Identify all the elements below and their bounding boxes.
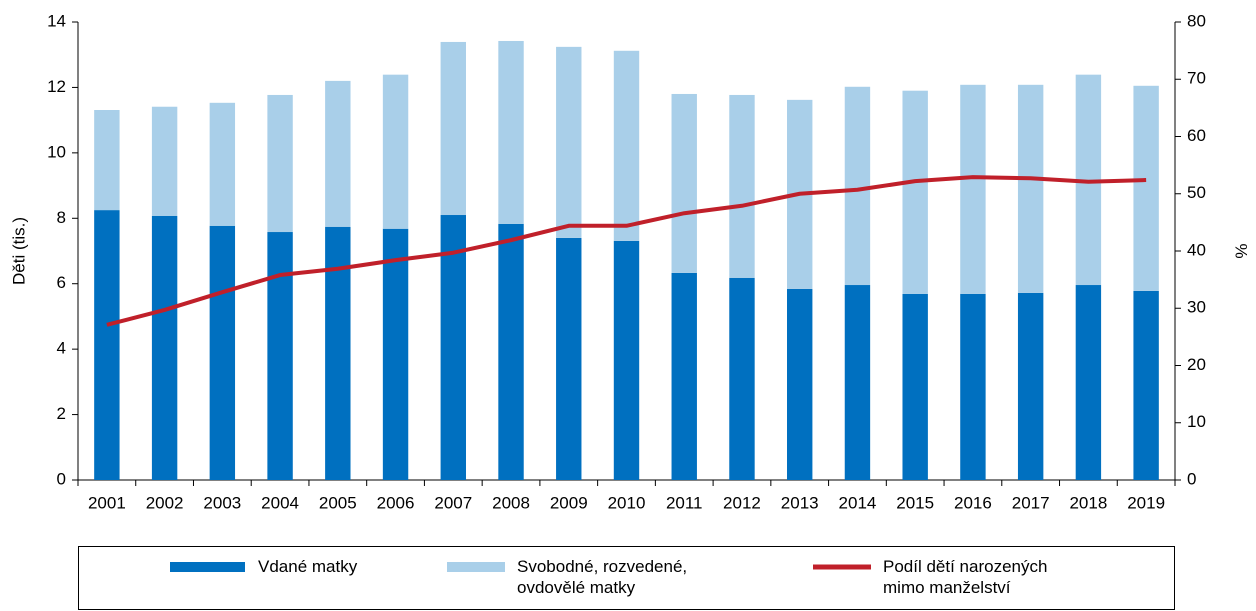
bar	[1017, 292, 1044, 480]
bar	[151, 215, 178, 480]
bar	[960, 293, 986, 480]
x-tick-label: 2004	[261, 493, 299, 512]
y-tick-label: 6	[57, 273, 66, 292]
bar	[209, 225, 236, 480]
y2-tick-label: 40	[1187, 240, 1206, 259]
bar	[1133, 290, 1159, 480]
legend-box	[78, 546, 1175, 610]
legend-label: Podíl dětí narozených mimo manželství	[883, 557, 1048, 597]
bar	[440, 215, 466, 480]
bar	[267, 94, 293, 233]
bar	[671, 93, 697, 273]
bar	[613, 50, 640, 241]
y2-tick-label: 0	[1187, 469, 1196, 488]
bar	[267, 232, 293, 480]
y-tick-label: 12	[47, 77, 66, 96]
y-tick-label: 8	[57, 208, 66, 227]
y-tick-label: 0	[57, 469, 66, 488]
x-tick-label: 2013	[781, 493, 819, 512]
legend-label: Vdané matky	[258, 557, 358, 576]
x-tick-label: 2014	[839, 493, 877, 512]
bar	[325, 226, 351, 480]
bar	[556, 46, 582, 238]
bar	[325, 80, 351, 227]
y2-tick-label: 50	[1187, 183, 1206, 202]
y-tick-label: 4	[57, 339, 66, 358]
y2-tick-label: 30	[1187, 298, 1206, 317]
bar	[94, 210, 120, 480]
x-tick-label: 2008	[492, 493, 530, 512]
bar	[1075, 285, 1102, 480]
legend-swatch	[447, 562, 505, 572]
bar	[671, 272, 697, 480]
bar	[151, 106, 178, 216]
x-tick-label: 2017	[1012, 493, 1050, 512]
legend-label: Svobodné, rozvedené, ovdovělé matky	[517, 557, 688, 597]
y2-tick-label: 60	[1187, 126, 1206, 145]
y2-tick-label: 10	[1187, 412, 1206, 431]
bar	[382, 74, 409, 229]
bar	[94, 110, 120, 211]
bar	[498, 223, 524, 480]
bar	[844, 285, 871, 480]
bar	[902, 90, 928, 294]
bar	[960, 84, 986, 294]
bar	[556, 237, 582, 480]
bar	[1017, 84, 1044, 293]
bar	[382, 228, 409, 480]
y-tick-label: 10	[47, 142, 66, 161]
line-series	[106, 175, 1147, 327]
y2-tick-label: 70	[1187, 69, 1206, 88]
bar	[729, 277, 755, 480]
bar	[613, 240, 640, 480]
bar	[729, 94, 755, 278]
y-axis-label: Děti (tis.)	[9, 217, 28, 285]
y2-tick-label: 20	[1187, 355, 1206, 374]
x-tick-label: 2016	[954, 493, 992, 512]
x-tick-label: 2005	[319, 493, 357, 512]
y2-axis-label: %	[1232, 243, 1251, 258]
x-tick-label: 2001	[88, 493, 126, 512]
bar	[1133, 85, 1159, 291]
y-tick-label: 2	[57, 404, 66, 423]
x-tick-label: 2009	[550, 493, 588, 512]
bar	[209, 102, 236, 226]
bar	[498, 40, 524, 224]
legend-swatch	[170, 562, 245, 572]
y-tick-label: 14	[47, 11, 66, 30]
x-tick-label: 2002	[146, 493, 184, 512]
y2-tick-label: 80	[1187, 11, 1206, 30]
bar	[902, 293, 928, 480]
x-tick-label: 2015	[896, 493, 934, 512]
bar	[787, 288, 813, 480]
x-tick-label: 2007	[434, 493, 472, 512]
x-tick-label: 2018	[1069, 493, 1107, 512]
x-tick-label: 2011	[666, 493, 703, 512]
bar	[844, 86, 871, 286]
x-tick-label: 2019	[1127, 493, 1165, 512]
bar	[440, 41, 466, 216]
x-tick-label: 2003	[203, 493, 241, 512]
x-tick-label: 2010	[608, 493, 646, 512]
x-tick-label: 2006	[377, 493, 415, 512]
x-tick-label: 2012	[723, 493, 761, 512]
